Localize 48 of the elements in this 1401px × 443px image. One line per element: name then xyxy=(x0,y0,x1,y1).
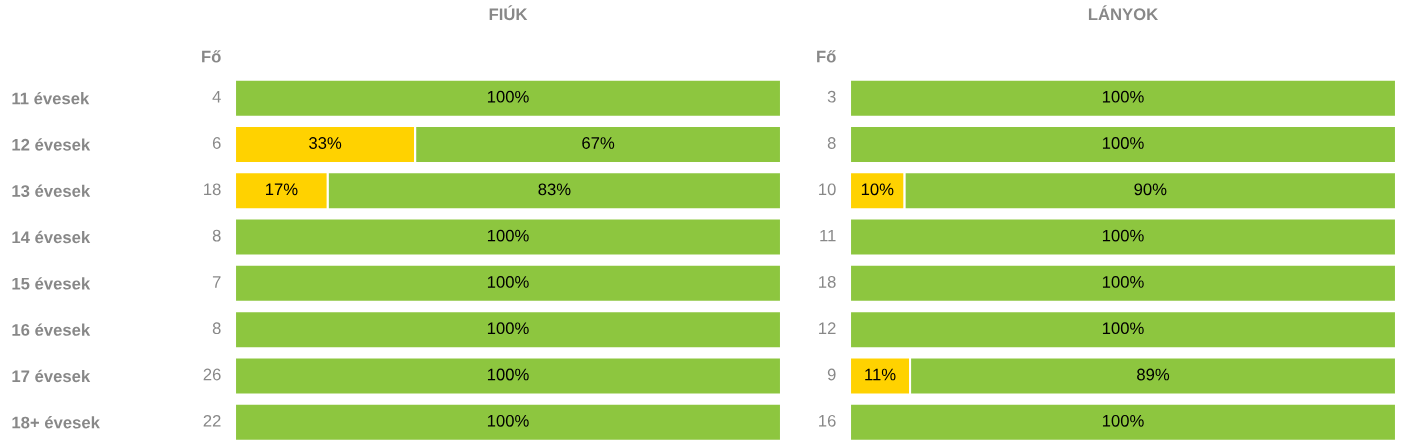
y-tick-label: 14 évesek xyxy=(12,230,91,244)
data-label: 100% xyxy=(487,414,529,427)
data-label: 100% xyxy=(487,368,529,381)
data-label: 100% xyxy=(487,322,529,335)
text: Fő xyxy=(202,50,221,63)
text: 4 xyxy=(212,90,221,103)
data-label: 100% xyxy=(1102,322,1144,335)
text: 18 xyxy=(819,276,836,288)
text: 8 xyxy=(212,229,221,242)
data-label: 90% xyxy=(1134,183,1167,196)
y-tick-label: 12 évesek xyxy=(12,138,91,151)
data-label: 100% xyxy=(487,229,529,242)
data-label: 100% xyxy=(1102,414,1144,427)
text: 12 xyxy=(819,322,836,334)
data-label: 100% xyxy=(487,90,529,103)
data-label: 100% xyxy=(487,276,529,288)
text: 16 xyxy=(819,414,836,427)
data-label: 100% xyxy=(1102,229,1144,242)
text: 10 xyxy=(819,183,836,196)
y-tick-label: 15 évesek xyxy=(12,277,91,290)
data-label: 17% xyxy=(266,183,298,196)
text: 22 xyxy=(203,414,221,427)
text: 18 xyxy=(204,183,221,196)
data-label: 10% xyxy=(861,183,894,196)
data-label: 33% xyxy=(309,137,342,149)
text: 11 xyxy=(820,229,836,242)
y-tick-label: 16 évesek xyxy=(12,323,91,336)
y-tick-label: 11 évesek xyxy=(12,91,90,105)
text: 9 xyxy=(827,368,836,381)
text: Fő xyxy=(817,50,836,63)
text: 26 xyxy=(203,368,221,381)
y-tick-label: 17 évesek xyxy=(12,369,91,383)
text: 8 xyxy=(212,322,221,335)
chart-title: FIÚK xyxy=(489,5,528,21)
text: 6 xyxy=(212,137,221,149)
text: 3 xyxy=(827,90,836,103)
data-label: 11% xyxy=(865,368,896,381)
data-label: 100% xyxy=(1102,137,1144,149)
y-tick-label: 13 évesek xyxy=(12,184,91,197)
text: 8 xyxy=(827,137,836,149)
data-label: 100% xyxy=(1102,276,1144,288)
text: 7 xyxy=(212,276,221,288)
data-label: 83% xyxy=(538,183,571,196)
y-tick-label: 18+ évesek xyxy=(12,416,100,429)
chart-title: LÁNYOK xyxy=(1088,5,1159,21)
data-label: 100% xyxy=(1102,90,1144,103)
data-label: 89% xyxy=(1137,368,1170,381)
data-label: 67% xyxy=(582,137,615,149)
